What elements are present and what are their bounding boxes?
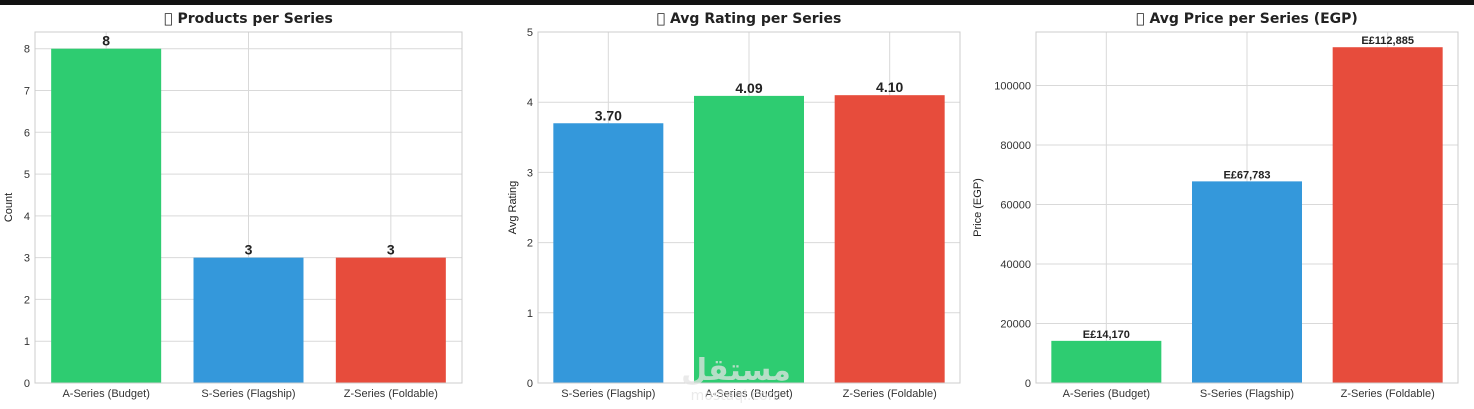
y-axis-label: Count (3, 193, 15, 222)
y-tick-label: 0 (24, 378, 30, 390)
y-tick-label: 0 (527, 378, 533, 390)
chart-title: 􀀀 Avg Price per Series (EGP) (1136, 11, 1358, 27)
y-tick-label: 0 (1025, 378, 1031, 390)
y-tick-label: 1 (24, 336, 30, 348)
plot-frame (1035, 31, 1459, 384)
chart-title: 􀀀 Products per Series (164, 11, 333, 27)
x-tick-label: S-Series (Flagship) (1200, 388, 1294, 400)
x-tick-label: Z-Series (Foldable) (843, 388, 937, 400)
y-tick-label: 8 (24, 44, 30, 56)
watermark-logo: مستقل (681, 353, 791, 388)
plot-frame (34, 31, 463, 384)
chart-title: 􀀀 Avg Rating per Series (657, 11, 842, 27)
y-tick-label: 100000 (994, 81, 1031, 93)
y-tick-label: 4 (527, 97, 533, 109)
x-tick-label: A-Series (Budget) (705, 388, 792, 400)
bar (1051, 340, 1162, 383)
y-tick-label: 4 (24, 211, 30, 223)
y-tick-label: 60000 (1000, 200, 1031, 212)
chart-canvas: 0 1 2 3 4 5 6 7 8 A-Series (Budget) S-Series (Flag… (3, 11, 1459, 404)
x-tick-label: A-Series (Budget) (62, 388, 149, 400)
bar (193, 257, 304, 383)
y-tick-label: 5 (527, 27, 533, 39)
bar-value-label: 4.10 (876, 79, 903, 95)
chart-figure: 0 1 2 3 4 5 6 7 8 A-Series (Budget) S-Series (Flag… (0, 5, 1474, 409)
y-tick-label: 5 (24, 169, 30, 181)
bar (1192, 181, 1302, 383)
plot-frame (537, 31, 961, 384)
bar (553, 123, 664, 383)
y-tick-label: 80000 (1000, 140, 1031, 152)
x-tick-label: S-Series (Flagship) (561, 388, 655, 400)
bar-value-label: E£67,783 (1223, 169, 1270, 181)
bar-value-label: 3 (245, 242, 253, 258)
y-tick-label: 2 (24, 294, 30, 306)
bar-value-label: 8 (102, 33, 110, 49)
y-tick-label: 1 (527, 308, 533, 320)
y-tick-label: 2 (527, 238, 533, 250)
bar (335, 257, 446, 383)
bar (1332, 47, 1443, 383)
x-tick-label: Z-Series (Foldable) (1341, 388, 1435, 400)
bar (694, 95, 804, 383)
x-tick-label: Z-Series (Foldable) (344, 388, 438, 400)
bar-value-label: 3 (387, 242, 395, 258)
bar-value-label: 3.70 (595, 107, 622, 123)
y-axis-label: Avg Rating (507, 181, 519, 235)
y-tick-label: 3 (527, 167, 533, 179)
bar-value-label: 4.09 (735, 80, 762, 96)
x-tick-label: A-Series (Budget) (1063, 388, 1150, 400)
x-tick-label: S-Series (Flagship) (201, 388, 295, 400)
y-tick-label: 20000 (1000, 319, 1031, 331)
bar-value-label: E£14,170 (1083, 329, 1130, 341)
bar-value-label: E£112,885 (1361, 35, 1414, 47)
y-tick-label: 40000 (1000, 259, 1031, 271)
bar (834, 95, 945, 384)
y-axis-label: Price (EGP) (972, 178, 984, 237)
watermark-subtext: mostaql.com (691, 388, 782, 404)
y-tick-label: 3 (24, 253, 30, 265)
y-tick-label: 6 (24, 127, 30, 139)
bar (51, 48, 162, 383)
y-tick-label: 7 (24, 86, 30, 98)
